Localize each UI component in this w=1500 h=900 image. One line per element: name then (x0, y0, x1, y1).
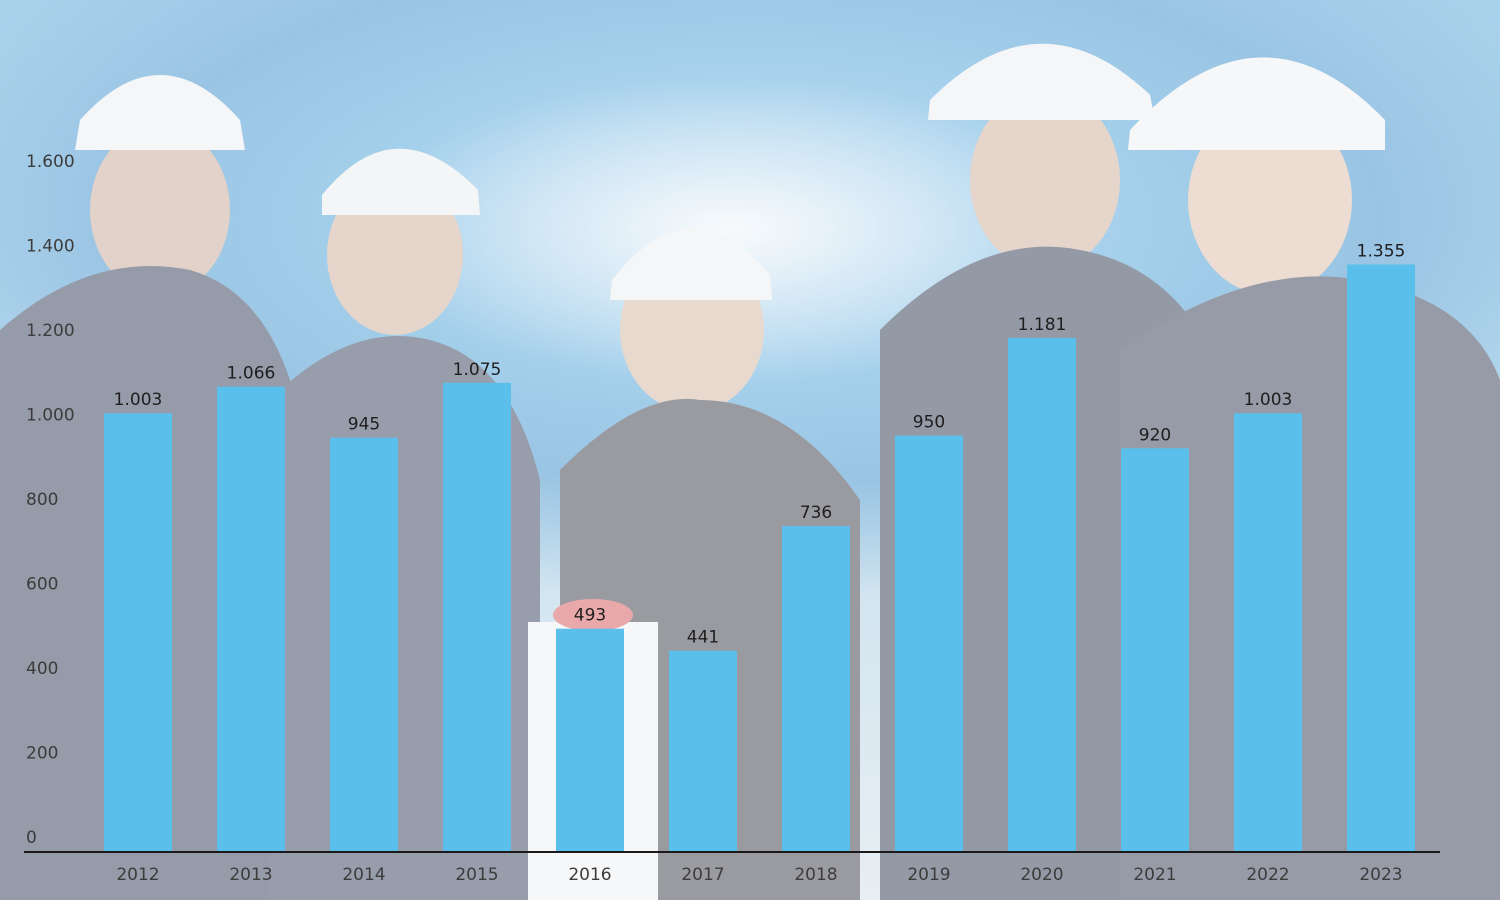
bar-2016 (556, 628, 624, 851)
data-label-2018: 736 (800, 503, 832, 523)
bar-2018 (782, 526, 850, 851)
x-tick-label-2023: 2023 (1359, 865, 1402, 885)
x-tick-label-2016: 2016 (568, 865, 611, 885)
x-tick-label-2014: 2014 (342, 865, 385, 885)
x-tick-label-2017: 2017 (681, 865, 724, 885)
x-tick-label-2022: 2022 (1246, 865, 1289, 885)
y-tick-label: 200 (26, 744, 58, 764)
y-tick-label: 1.200 (26, 321, 75, 341)
y-tick-label: 1.600 (26, 152, 75, 172)
bar-2019 (895, 435, 963, 851)
data-label-2016: 493 (574, 606, 606, 626)
x-tick-label-2015: 2015 (455, 865, 498, 885)
y-tick-label: 600 (26, 575, 58, 595)
x-tick-label-2013: 2013 (229, 865, 272, 885)
x-tick-label-2020: 2020 (1020, 865, 1063, 885)
data-label-2023: 1.355 (1357, 242, 1406, 262)
x-axis-ticks: 2012 2013 2014 2015 2016 2017 2018 2019 2020 2021… (116, 865, 1402, 885)
data-label-2019: 950 (913, 413, 945, 433)
data-label-2015: 1.075 (453, 360, 502, 380)
y-tick-label: 400 (26, 659, 58, 679)
x-tick-label-2019: 2019 (907, 865, 950, 885)
bar-2017 (669, 650, 737, 851)
bar-2021 (1121, 448, 1189, 851)
data-labels: 1.003 1.066 945 1.075 493 441 736 950 1.181 920 1.… (114, 242, 1406, 648)
bar-2023 (1347, 264, 1415, 851)
y-tick-label: 800 (26, 490, 58, 510)
bar-2014 (330, 437, 398, 851)
bar-2015 (443, 382, 511, 851)
data-label-2021: 920 (1139, 425, 1171, 445)
data-label-2017: 441 (687, 628, 719, 648)
y-tick-label: 1.000 (26, 406, 75, 426)
x-tick-label-2012: 2012 (116, 865, 159, 885)
y-tick-label: 1.400 (26, 237, 75, 257)
data-label-2012: 1.003 (114, 390, 163, 410)
x-tick-label-2021: 2021 (1133, 865, 1176, 885)
bar-2020 (1008, 338, 1076, 852)
data-label-2022: 1.003 (1244, 390, 1293, 410)
x-tick-label-2018: 2018 (794, 865, 837, 885)
bar-2013 (217, 386, 285, 851)
data-label-2014: 945 (348, 415, 380, 435)
y-tick-label: 0 (26, 828, 37, 848)
y-axis-ticks: 0 200 400 600 800 1.000 1.200 1.400 1.600 (26, 152, 75, 848)
bars (104, 264, 1415, 852)
bar-2022 (1234, 413, 1302, 851)
data-label-2020: 1.181 (1018, 315, 1067, 335)
bar-2012 (104, 413, 172, 851)
data-label-2013: 1.066 (227, 364, 276, 384)
